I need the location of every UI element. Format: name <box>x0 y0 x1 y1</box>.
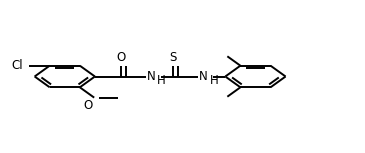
Text: H: H <box>210 74 218 87</box>
Text: N: N <box>147 70 156 83</box>
Text: N: N <box>199 70 208 83</box>
Text: S: S <box>169 51 177 64</box>
Text: H: H <box>157 74 166 87</box>
Text: Cl: Cl <box>11 59 23 72</box>
Text: O: O <box>83 99 92 112</box>
Text: O: O <box>116 51 126 64</box>
